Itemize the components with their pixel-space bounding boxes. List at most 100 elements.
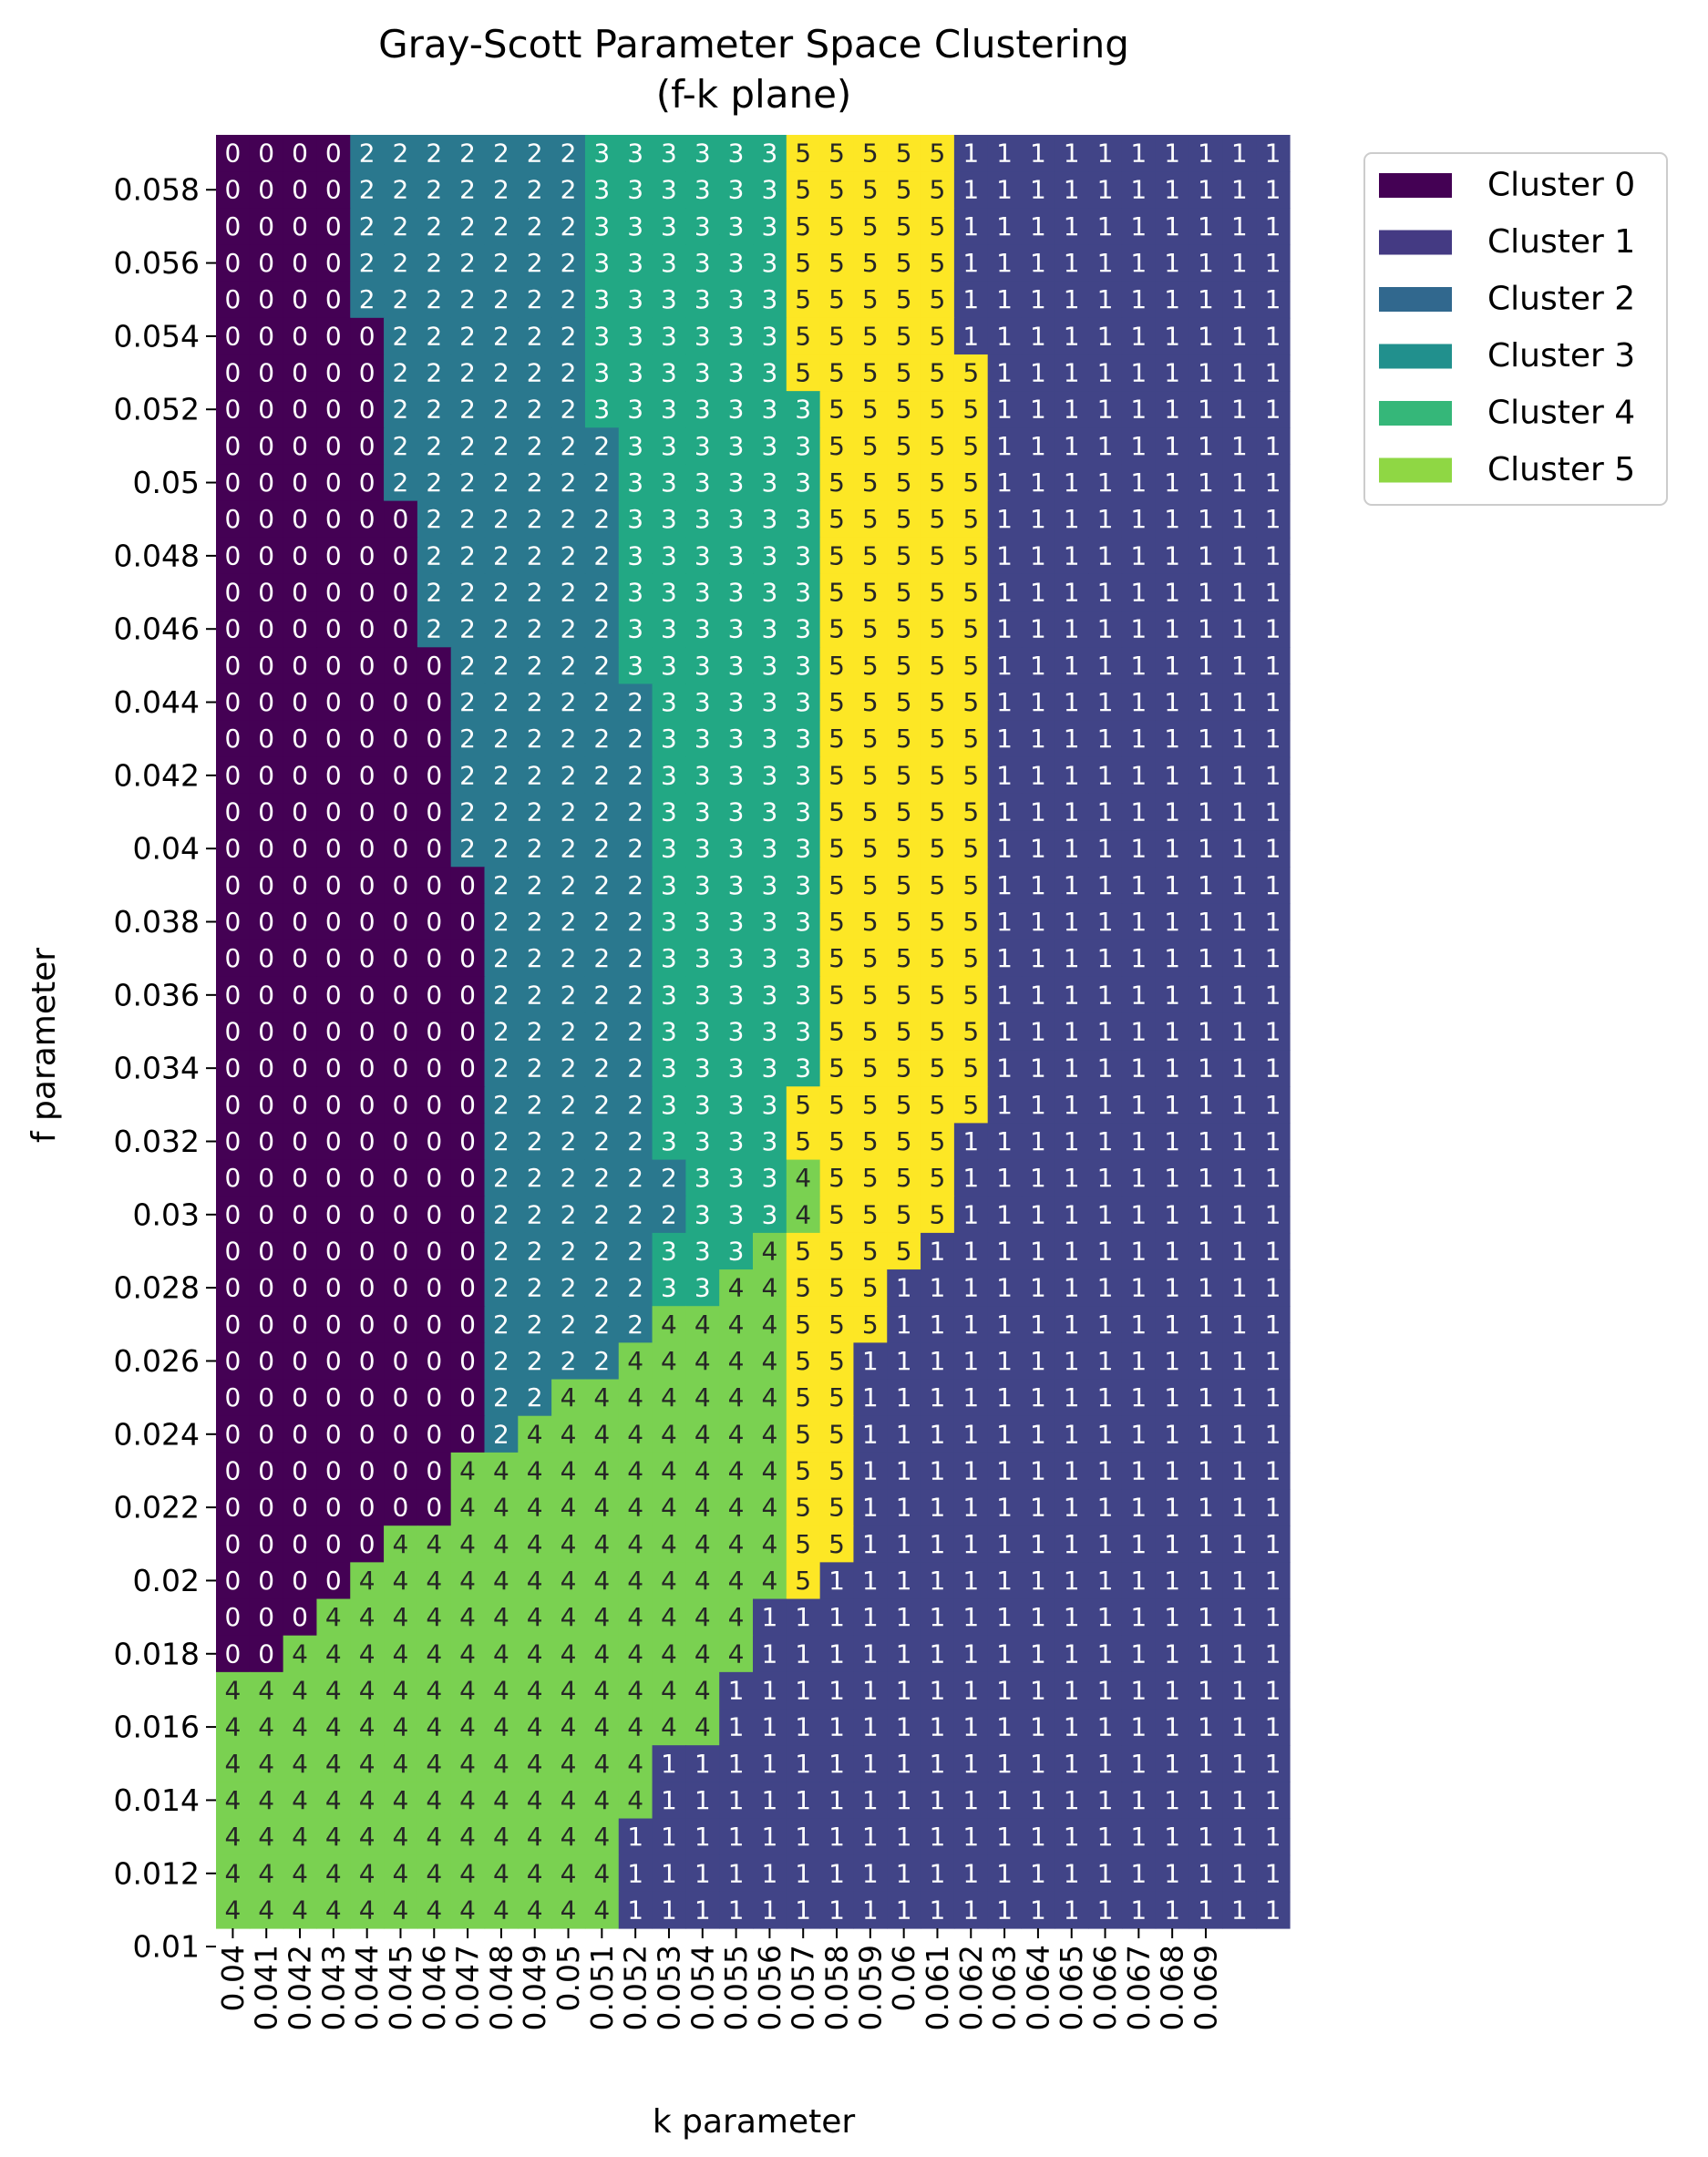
heatmap-cell-label: 2: [493, 248, 509, 278]
heatmap-cell-label: 3: [695, 1017, 711, 1047]
heatmap-cell-label: 1: [1097, 248, 1114, 278]
heatmap-cell-label: 2: [527, 1090, 543, 1120]
heatmap-cell: [786, 208, 821, 246]
heatmap-cell: [1188, 830, 1223, 868]
heatmap-cell-label: 2: [561, 1090, 577, 1120]
heatmap-cell-label: 3: [627, 504, 643, 534]
heatmap-cell: [1188, 793, 1223, 831]
heatmap-cell: [249, 208, 284, 246]
heatmap-cell-label: 1: [1231, 248, 1248, 278]
heatmap-cell-label: 4: [695, 1638, 711, 1669]
heatmap-cell-label: 3: [593, 211, 610, 241]
heatmap-cell-label: 2: [359, 139, 376, 169]
heatmap-cell: [484, 756, 519, 795]
heatmap-cell-label: 1: [862, 1822, 879, 1852]
heatmap-cell: [316, 573, 351, 611]
heatmap-cell: [786, 830, 821, 868]
heatmap-cell: [249, 317, 284, 355]
heatmap-cell: [1088, 1196, 1123, 1234]
heatmap-cell: [921, 611, 955, 648]
heatmap-cell-label: 0: [258, 797, 274, 827]
heatmap-cell: [350, 903, 385, 941]
heatmap-cell-label: 3: [795, 907, 811, 937]
heatmap-cell-label: 1: [1231, 284, 1248, 314]
heatmap-cell-label: 2: [593, 614, 610, 644]
heatmap-cell-label: 5: [828, 395, 845, 425]
heatmap-cell-label: 1: [996, 980, 1013, 1010]
heatmap-cell-label: 3: [627, 578, 643, 608]
heatmap-cell-label: 2: [593, 651, 610, 681]
heatmap-cell: [1222, 537, 1257, 575]
heatmap-cell-label: 2: [426, 175, 442, 205]
heatmap-cell: [384, 1232, 418, 1270]
heatmap-cell-label: 1: [1097, 578, 1114, 608]
heatmap-cell-label: 1: [996, 870, 1013, 900]
heatmap-cell-label: 1: [862, 1785, 879, 1815]
heatmap-cell-label: 2: [459, 431, 476, 461]
heatmap-cell-label: 1: [996, 321, 1013, 351]
heatmap-cell-label: 1: [1097, 687, 1114, 717]
heatmap-cell-label: 4: [593, 1822, 610, 1852]
heatmap-cell: [618, 1232, 653, 1270]
heatmap-cell: [753, 135, 787, 172]
heatmap-cell-label: 5: [828, 1053, 845, 1084]
heatmap-cell: [249, 281, 284, 319]
heatmap-cell-label: 0: [359, 760, 376, 790]
heatmap-cell-label: 0: [292, 1199, 308, 1229]
heatmap-cell-label: 2: [527, 1199, 543, 1229]
heatmap-cell-label: 1: [1030, 211, 1046, 241]
heatmap-cell-label: 2: [527, 687, 543, 717]
heatmap-cell: [753, 1086, 787, 1124]
heatmap-cell: [753, 317, 787, 355]
heatmap-cell-label: 2: [561, 395, 577, 425]
heatmap-cell: [753, 720, 787, 758]
heatmap-cell: [652, 1306, 686, 1343]
heatmap-cell-label: 1: [1130, 1566, 1147, 1596]
heatmap-cell: [484, 903, 519, 941]
heatmap-cell-label: 2: [493, 651, 509, 681]
heatmap-cell-label: 5: [862, 540, 879, 570]
heatmap-cell-label: 2: [493, 1199, 509, 1229]
heatmap-cell: [518, 317, 552, 355]
heatmap-cell: [518, 1269, 552, 1307]
heatmap-cell: [551, 940, 586, 978]
heatmap-cell-label: 0: [224, 1346, 241, 1376]
heatmap-cell-label: 1: [1064, 834, 1080, 864]
heatmap-cell-label: 1: [930, 1419, 946, 1449]
heatmap-cell: [1021, 683, 1055, 722]
heatmap-cell: [584, 611, 620, 648]
heatmap-cell-label: 0: [325, 175, 342, 205]
heatmap-cell-label: 0: [292, 797, 308, 827]
heatmap-cell-label: 0: [292, 431, 308, 461]
heatmap-cell-label: 1: [1097, 1638, 1114, 1669]
heatmap-cell-label: 1: [1231, 1090, 1248, 1120]
heatmap-cell-label: 4: [593, 1493, 610, 1523]
heatmap-cell-label: 1: [1064, 358, 1080, 388]
heatmap-cell-label: 4: [561, 1785, 577, 1815]
heatmap-cell: [1222, 171, 1257, 209]
heatmap-cell-label: 3: [627, 139, 643, 169]
heatmap-cell-label: 2: [359, 284, 376, 314]
heatmap-cell: [1021, 1196, 1055, 1234]
heatmap-cell: [685, 867, 720, 905]
x-tick-label: 0.064: [1020, 1945, 1055, 2030]
heatmap-cell-label: 1: [896, 1310, 912, 1340]
heatmap-cell-label: 2: [527, 211, 543, 241]
heatmap-cell-label: 1: [1265, 1090, 1281, 1120]
heatmap-cell-label: 2: [493, 467, 509, 498]
heatmap-cell: [753, 1196, 787, 1234]
heatmap-cell-label: 1: [996, 797, 1013, 827]
heatmap-cell: [384, 940, 418, 978]
heatmap-cell-label: 1: [1064, 1712, 1080, 1742]
heatmap-cell-label: 1: [1198, 1675, 1214, 1705]
heatmap-cell: [1055, 573, 1089, 611]
heatmap-cell-label: 0: [359, 1455, 376, 1485]
heatmap-cell-label: 2: [593, 1017, 610, 1047]
heatmap-cell-label: 1: [1064, 1493, 1080, 1523]
heatmap-cell-label: 1: [1097, 1053, 1114, 1084]
heatmap-cell-label: 1: [1164, 1529, 1180, 1559]
heatmap-cell-label: 0: [325, 139, 342, 169]
heatmap-cell: [719, 1159, 754, 1197]
heatmap-cell-label: 4: [393, 1712, 409, 1742]
heatmap-cell: [283, 281, 318, 319]
